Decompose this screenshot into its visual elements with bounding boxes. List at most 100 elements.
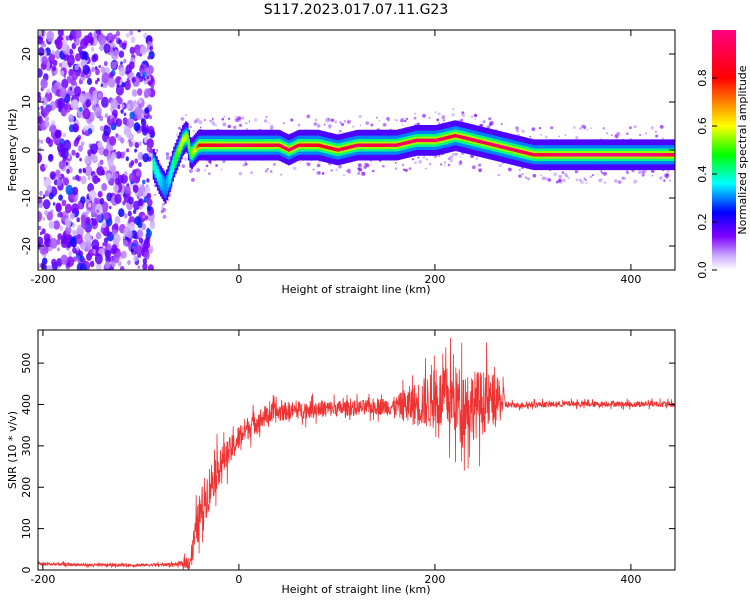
colorbar-tick-label: 0.8 [696, 69, 709, 87]
ridge-cell [277, 143, 280, 147]
ridge-cell [401, 142, 404, 146]
halo-point [550, 126, 554, 130]
halo-point [316, 124, 321, 128]
halo-point [439, 163, 443, 166]
halo-point [425, 158, 428, 161]
halo-point [579, 127, 582, 130]
halo-point [651, 174, 654, 177]
noise-blob [91, 104, 97, 111]
ridge-cell [580, 153, 583, 157]
halo-point [573, 126, 576, 129]
ridge-cell [483, 141, 486, 145]
ridge-cell [455, 134, 458, 138]
ridge-cell [524, 151, 527, 155]
ridge-cell [242, 143, 245, 147]
colorbar-tick-label: 0.4 [696, 165, 709, 183]
ridge-cell [515, 148, 518, 153]
halo-point [586, 128, 589, 131]
ridge-cell [471, 138, 474, 142]
ridge-cell [499, 145, 502, 149]
noise-blob [60, 235, 68, 244]
ridge-cell [529, 152, 532, 156]
halo-point [651, 169, 655, 173]
halo-point [508, 167, 512, 172]
halo-point [488, 117, 492, 121]
ridge-cell [237, 143, 240, 147]
noise-blob [80, 50, 87, 61]
noise-blob [62, 132, 66, 138]
halo-point [246, 128, 248, 130]
ridge-cell [448, 135, 451, 139]
noise-blob [73, 139, 79, 147]
halo-point [567, 176, 570, 180]
halo-point [324, 118, 329, 123]
ridge-cell [531, 152, 534, 157]
ridge-cell [267, 143, 270, 147]
ridge-cell [179, 145, 182, 150]
noise-blob [115, 30, 120, 37]
halo-point [170, 187, 173, 190]
x-tick-label: 0 [235, 273, 242, 286]
ridge-cell [630, 153, 633, 157]
noise-blob [98, 34, 107, 46]
halo-point [244, 162, 248, 166]
noise-blob [128, 196, 134, 205]
halo-point [334, 120, 338, 124]
ridge-cell [470, 137, 473, 142]
halo-point [343, 174, 345, 176]
noise-blob [38, 225, 42, 231]
halo-point [338, 164, 342, 169]
noise-blob [46, 88, 51, 94]
noise-blob [106, 32, 114, 44]
noise-blob [115, 76, 121, 85]
ridge-cell [615, 153, 618, 157]
ridge-cell [608, 153, 611, 157]
noise-blob [113, 184, 119, 193]
noise-blob [71, 149, 76, 156]
halo-point [268, 122, 270, 124]
noise-blob [38, 30, 46, 38]
noise-blob [103, 125, 111, 136]
ridge-cell [208, 143, 211, 147]
halo-point [602, 127, 605, 130]
ridge-cell [384, 143, 387, 147]
halo-point [614, 179, 618, 183]
noise-blob [66, 256, 75, 267]
ridge-cell [571, 153, 574, 157]
halo-point [264, 119, 268, 123]
noise-blob [122, 239, 128, 247]
ridge-cell [417, 138, 420, 143]
noise-blob [95, 68, 100, 76]
ridge-cell [521, 150, 524, 154]
noise-blob [134, 158, 139, 164]
noise-blob [91, 66, 96, 73]
noise-blob [67, 62, 71, 66]
noise-blob [136, 171, 140, 177]
ridge-cell [640, 153, 643, 157]
ridge-cell [583, 153, 586, 157]
noise-blob [136, 113, 142, 121]
halo-point [438, 122, 441, 124]
x-tick-label: 200 [424, 273, 445, 286]
halo-point [441, 115, 446, 120]
ridge-cell [380, 143, 383, 147]
halo-point [418, 160, 423, 164]
ridge-cell [232, 143, 235, 147]
noise-blob [86, 198, 90, 203]
ridge-cell [658, 153, 661, 157]
noise-blob [147, 125, 155, 136]
ridge-cell [262, 143, 265, 147]
noise-blob [66, 168, 70, 174]
noise-blob [142, 72, 147, 78]
noise-blob [128, 61, 135, 70]
noise-blob [64, 203, 72, 214]
ridge-cell [652, 153, 655, 157]
ridge-cell [364, 143, 367, 147]
noise-blob [142, 153, 149, 163]
noise-blob [75, 152, 80, 159]
noise-blob [125, 32, 130, 38]
ridge-cell [320, 144, 323, 148]
noise-blob [140, 64, 144, 70]
noise-blob [99, 197, 105, 205]
noise-blob [128, 172, 136, 182]
